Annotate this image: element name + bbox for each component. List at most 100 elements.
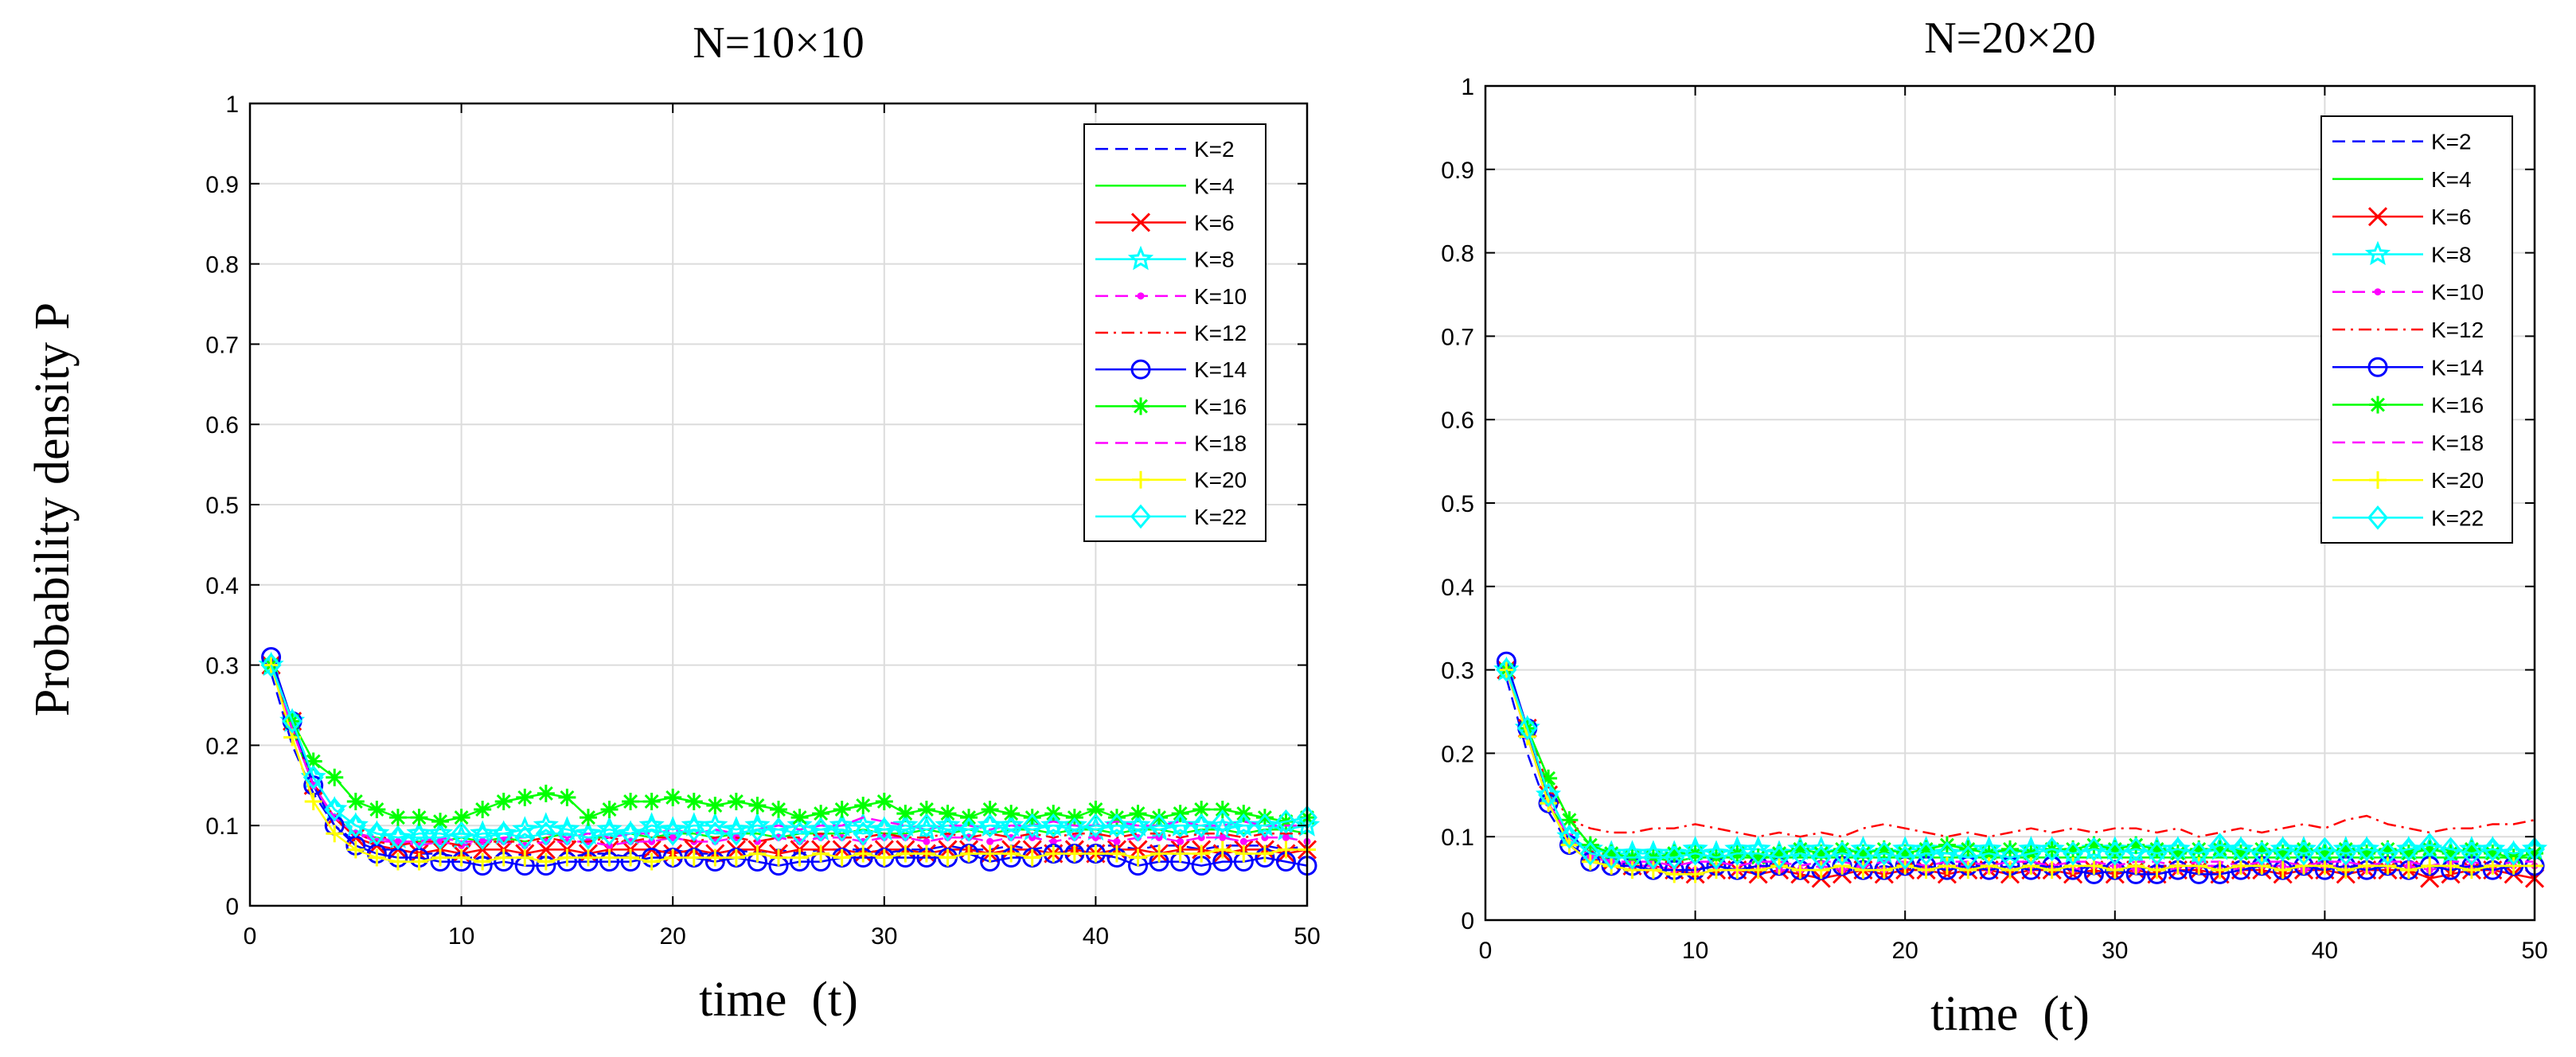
data-point-K=22 [1233,813,1255,838]
data-point-K=16 [790,809,809,827]
data-point-K=22 [979,813,1001,838]
x-tick-label: 50 [2521,938,2547,964]
legend-label-K=20: K=20 [1194,468,1247,493]
legend-label-K=14: K=14 [2431,355,2484,380]
data-point-K=16 [727,792,745,810]
x-tick-label: 40 [2312,938,2338,964]
data-point-K=22 [2188,841,2210,866]
data-point-K=20 [558,848,576,867]
legend: K=2 K=4 K=6 K=8 K=10 K=12 K=14 K=16 K=18 K=20 K=22 [1083,123,1267,542]
y-tick-label: 0.4 [205,573,239,599]
data-point-K=16 [939,805,957,823]
data-point-K=20 [1107,844,1126,863]
data-point-K=22 [1957,845,1979,870]
data-point-K=22 [408,825,430,850]
data-point-K=20 [2421,856,2439,875]
data-point-K=20 [2043,861,2061,880]
chart-title: N=10×10 [693,18,865,68]
data-point-K=22 [451,821,472,846]
data-point-K=20 [537,852,555,871]
ticks: 0 10 20 30 40 50 0 0.1 0.2 0.3 0.4 0.5 0.6 0.7 0.8 0.9 1 [205,92,1320,950]
data-point-K=22 [2461,841,2482,866]
data-point-K=22 [2167,837,2188,862]
data-point-K=16 [600,801,619,819]
data-point-K=22 [1064,817,1085,842]
y-axis-label: Probability density P [25,302,80,716]
y-tick-label: 1 [1461,74,1474,100]
data-point-K=16 [642,792,661,810]
data-point-K=20 [1560,836,1579,854]
data-point-K=16 [1833,840,1852,858]
data-point-K=20 [1235,844,1253,863]
data-point-K=22 [1559,824,1580,849]
data-point-K=20 [2064,856,2082,875]
data-point-K=20 [346,841,365,859]
data-point-K=20 [917,844,935,863]
data-point-K=20 [1686,865,1704,883]
data-point-K=16 [1255,809,1274,827]
data-point-K=20 [2379,856,2397,875]
data-point-K=16 [748,797,767,814]
data-point-K=22 [1254,813,1275,838]
data-point-K=20 [1044,844,1063,863]
data-point-K=20 [1497,661,1516,679]
data-point-K=20 [622,848,640,867]
data-point-K=20 [770,848,787,867]
x-tick-label: 30 [2102,938,2128,964]
data-point-K=16 [2127,836,2145,854]
data-point-K=16 [1917,840,1935,858]
data-point-K=22 [1043,813,1064,838]
data-point-K=20 [600,848,619,867]
data-point-K=16 [896,805,915,823]
data-point-K=20 [1707,861,1725,880]
data-point-K=16 [2190,840,2208,858]
legend-label-K=12: K=12 [1194,321,1247,345]
data-point-K=20 [1023,848,1041,867]
data-point-K=10 [1113,837,1121,845]
data-point-K=16 [1087,801,1105,819]
data-point-K=20 [494,848,513,867]
data-point-K=22 [1579,841,1601,866]
data-point-K=22 [2419,833,2441,858]
data-point-K=16 [1896,844,1914,863]
legend-label-K=14: K=14 [1194,357,1247,382]
data-point-K=10 [986,837,994,845]
data-point-K=22 [472,825,494,850]
data-point-K=22 [2356,837,2378,862]
data-point-K=22 [1538,782,1559,808]
legend-label-K=8: K=8 [2431,242,2472,267]
data-point-K=20 [2211,861,2229,880]
data-point-K=16 [326,768,344,786]
data-point-K=22 [2398,837,2419,862]
data-point-K=22 [831,817,853,842]
y-tick-label: 0.2 [1441,741,1474,767]
data-point-K=16 [1854,844,1872,863]
legend-marker-K=14 [1130,359,1151,380]
data-point-K=20 [1896,856,1914,875]
data-point-K=20 [1938,856,1956,875]
y-tick-label: 0.8 [1441,241,1474,267]
data-point-K=22 [366,821,388,846]
data-point-K=22 [2293,841,2315,866]
data-point-K=16 [346,792,365,810]
data-point-K=22 [1622,845,1643,870]
data-point-K=22 [260,653,282,677]
legend-label-K=10: K=10 [1194,284,1247,309]
data-point-K=22 [725,821,747,846]
y-tick-label: 0.6 [1441,408,1474,434]
data-point-K=20 [727,848,745,867]
data-point-K=16 [1791,840,1809,858]
data-point-K=16 [875,792,893,810]
series-K=12 [1505,669,2535,838]
data-point-K=22 [345,813,366,838]
data-point-K=16 [1770,844,1789,863]
data-point-K=22 [577,825,599,850]
data-point-K=20 [1065,844,1083,863]
data-point-K=16 [1150,809,1169,827]
data-point-K=16 [1749,848,1767,867]
legend-marker-K=22 [1130,504,1151,529]
data-point-K=22 [2020,841,2042,866]
data-point-K=22 [1684,841,1706,866]
y-tick-label: 0.1 [1441,825,1474,851]
